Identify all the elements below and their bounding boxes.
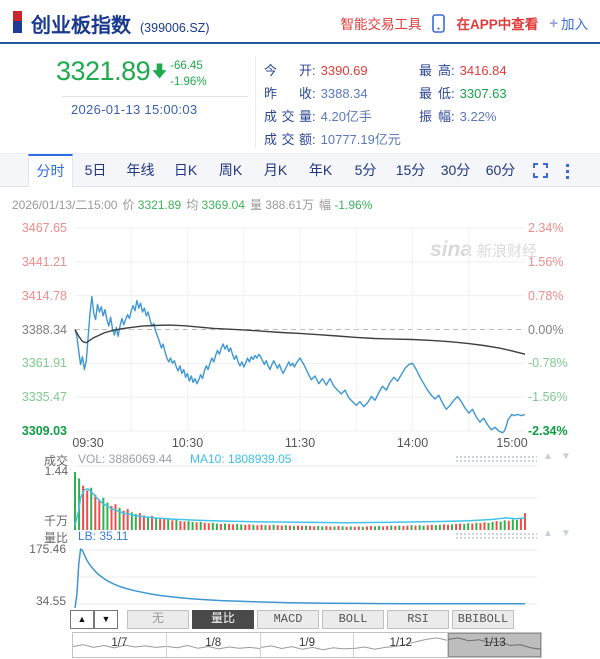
stat-最高: 最高:3416.84 bbox=[419, 60, 507, 79]
stat-value: 3390.69 bbox=[320, 63, 368, 78]
date-navigator[interactable]: 1/7 1/8 1/9 1/12 1/13 bbox=[72, 632, 542, 658]
info-volume: 388.61万 bbox=[265, 198, 315, 212]
stat-label: 成交额 bbox=[264, 132, 312, 147]
info-datetime: 2026/01/13/二15:00 bbox=[12, 198, 118, 212]
navigator-sparkline bbox=[166, 644, 260, 650]
navigator-date-label: 1/8 bbox=[205, 637, 222, 649]
stat-label: 昨收 bbox=[264, 86, 312, 101]
quote-timestamp: 2026-01-13 15:00:03 bbox=[71, 102, 198, 117]
volume-pane-up-arrow[interactable]: ▲ bbox=[543, 451, 553, 462]
sina-watermark: sina 新浪财经 bbox=[430, 238, 538, 261]
liangbi-pane-drag-handle[interactable] bbox=[455, 532, 537, 540]
stock-code: (399006.SZ) bbox=[140, 21, 210, 35]
navigator-sparkline bbox=[260, 645, 354, 651]
navigator-sparkline bbox=[73, 644, 166, 649]
stat-成交量: 成交量:4.20亿手 bbox=[264, 106, 372, 125]
period-tab-7[interactable]: 年K bbox=[308, 162, 333, 178]
indicator-tab-RSI[interactable]: RSI bbox=[387, 610, 449, 629]
stat-value: 4.20亿手 bbox=[320, 109, 372, 124]
indicator-tab-量比[interactable]: 量比 bbox=[192, 610, 254, 629]
navigator-date-label: 1/13 bbox=[483, 637, 506, 649]
navigator-sparkline bbox=[354, 637, 448, 650]
period-tab-1[interactable]: 分时 bbox=[28, 154, 73, 187]
volume-pane-drag-handle[interactable] bbox=[455, 455, 537, 463]
stat-今开: 今开:3390.69 bbox=[264, 60, 368, 79]
indicator-tab-BBIBOLL[interactable]: BBIBOLL bbox=[452, 610, 514, 629]
stat-value: 3388.34 bbox=[320, 86, 368, 101]
navigator-sparkline bbox=[448, 637, 542, 650]
period-tab-11[interactable]: 60分 bbox=[485, 162, 516, 178]
indicator-tab-BOLL[interactable]: BOLL bbox=[322, 610, 384, 629]
indicator-tabs: 无量比 MACD BOLL RSI BBIBOLL bbox=[127, 610, 514, 629]
period-tab-2[interactable]: 5日 bbox=[84, 162, 107, 178]
crosshair-info-line: 2026/01/13/二15:00 价 3321.89 均 3369.04 量 … bbox=[12, 198, 373, 212]
stat-value: 10777.19亿元 bbox=[320, 132, 401, 147]
info-price: 3321.89 bbox=[137, 198, 182, 212]
period-tab-8[interactable]: 5分 bbox=[354, 162, 377, 178]
page-header: 创业板指数 (399006.SZ) 智能交易工具 在APP中查看 + 加入 bbox=[0, 0, 600, 44]
price-change-pct: -1.96% bbox=[170, 75, 207, 88]
liangbi-pane-down-arrow[interactable]: ▼ bbox=[561, 528, 571, 539]
period-tab-10[interactable]: 30分 bbox=[440, 162, 471, 178]
indicator-tab-无[interactable]: 无 bbox=[127, 610, 189, 629]
add-to-watchlist-button[interactable]: + 加入 bbox=[549, 14, 588, 33]
price-change: -66.45 bbox=[170, 60, 203, 72]
navigator-day-1-9[interactable]: 1/9 bbox=[260, 633, 355, 657]
stat-成交额: 成交额:10777.19亿元 bbox=[264, 129, 401, 148]
period-tabs: 分时 5日 年线 日K 周K 月K 年K 5分 15分 30分 60分 bbox=[28, 154, 523, 187]
stat-value: 3.22% bbox=[459, 109, 497, 124]
navigator-day-1-13[interactable]: 1/13 bbox=[448, 633, 542, 657]
stat-昨收: 昨收:3388.34 bbox=[264, 83, 368, 102]
sina-logo bbox=[13, 11, 22, 33]
period-tab-9[interactable]: 15分 bbox=[395, 162, 426, 178]
stat-label: 成交量 bbox=[264, 109, 312, 124]
more-options-icon[interactable] bbox=[564, 162, 571, 181]
quote-stats-panel: 今开:3390.69 昨收:3388.34 成交量:4.20亿手成交额:10777.… bbox=[255, 56, 596, 148]
period-tab-6[interactable]: 月K bbox=[263, 162, 288, 178]
plus-icon: + bbox=[549, 14, 558, 32]
fullscreen-icon[interactable] bbox=[533, 163, 548, 181]
stat-value: 3416.84 bbox=[459, 63, 507, 78]
phone-icon bbox=[432, 13, 446, 33]
stat-value: 3307.63 bbox=[459, 86, 507, 101]
last-price: 3321.89 bbox=[56, 56, 151, 86]
period-tab-5[interactable]: 周K bbox=[218, 162, 243, 178]
info-avg: 3369.04 bbox=[201, 198, 245, 212]
page-title: 创业板指数 bbox=[31, 15, 131, 37]
period-tab-4[interactable]: 日K bbox=[173, 162, 198, 178]
navigator-date-label: 1/12 bbox=[389, 637, 412, 649]
smart-trade-tool-link[interactable]: 智能交易工具 bbox=[340, 17, 422, 32]
info-pct: -1.96% bbox=[334, 198, 373, 212]
stat-label: 振幅 bbox=[419, 109, 451, 124]
pane-up-button[interactable]: ▲ bbox=[70, 610, 94, 629]
volume-pane-down-arrow[interactable]: ▼ bbox=[561, 451, 571, 462]
stat-振幅: 振幅:3.22% bbox=[419, 106, 497, 125]
navigator-day-1-8[interactable]: 1/8 bbox=[166, 633, 261, 657]
view-in-app-link[interactable]: 在APP中查看 bbox=[456, 17, 539, 32]
navigator-day-1-7[interactable]: 1/7 bbox=[73, 633, 167, 657]
pane-down-button[interactable]: ▼ bbox=[94, 610, 118, 629]
period-tab-3[interactable]: 年线 bbox=[126, 162, 155, 178]
stat-label: 最高 bbox=[419, 63, 451, 78]
period-tab-bar: 分时 5日 年线 日K 周K 月K 年K 5分 15分 30分 60分 bbox=[0, 153, 600, 187]
navigator-day-1-12[interactable]: 1/12 bbox=[354, 633, 449, 657]
navigator-date-label: 1/9 bbox=[298, 637, 315, 649]
down-arrow-icon bbox=[152, 63, 167, 82]
stat-label: 今开 bbox=[264, 63, 312, 78]
liangbi-pane-up-arrow[interactable]: ▲ bbox=[543, 528, 553, 539]
current-price-block: 3321.89 -66.45 -1.96% bbox=[56, 56, 207, 90]
indicator-tab-MACD[interactable]: MACD bbox=[257, 610, 319, 629]
stat-最低: 最低:3307.63 bbox=[419, 83, 507, 102]
divider bbox=[62, 96, 248, 97]
navigator-date-label: 1/7 bbox=[111, 637, 128, 649]
stat-label: 最低 bbox=[419, 86, 451, 101]
indicator-tab-bar: ▲ ▼ 无量比 MACD BOLL RSI BBIBOLL bbox=[0, 608, 600, 631]
